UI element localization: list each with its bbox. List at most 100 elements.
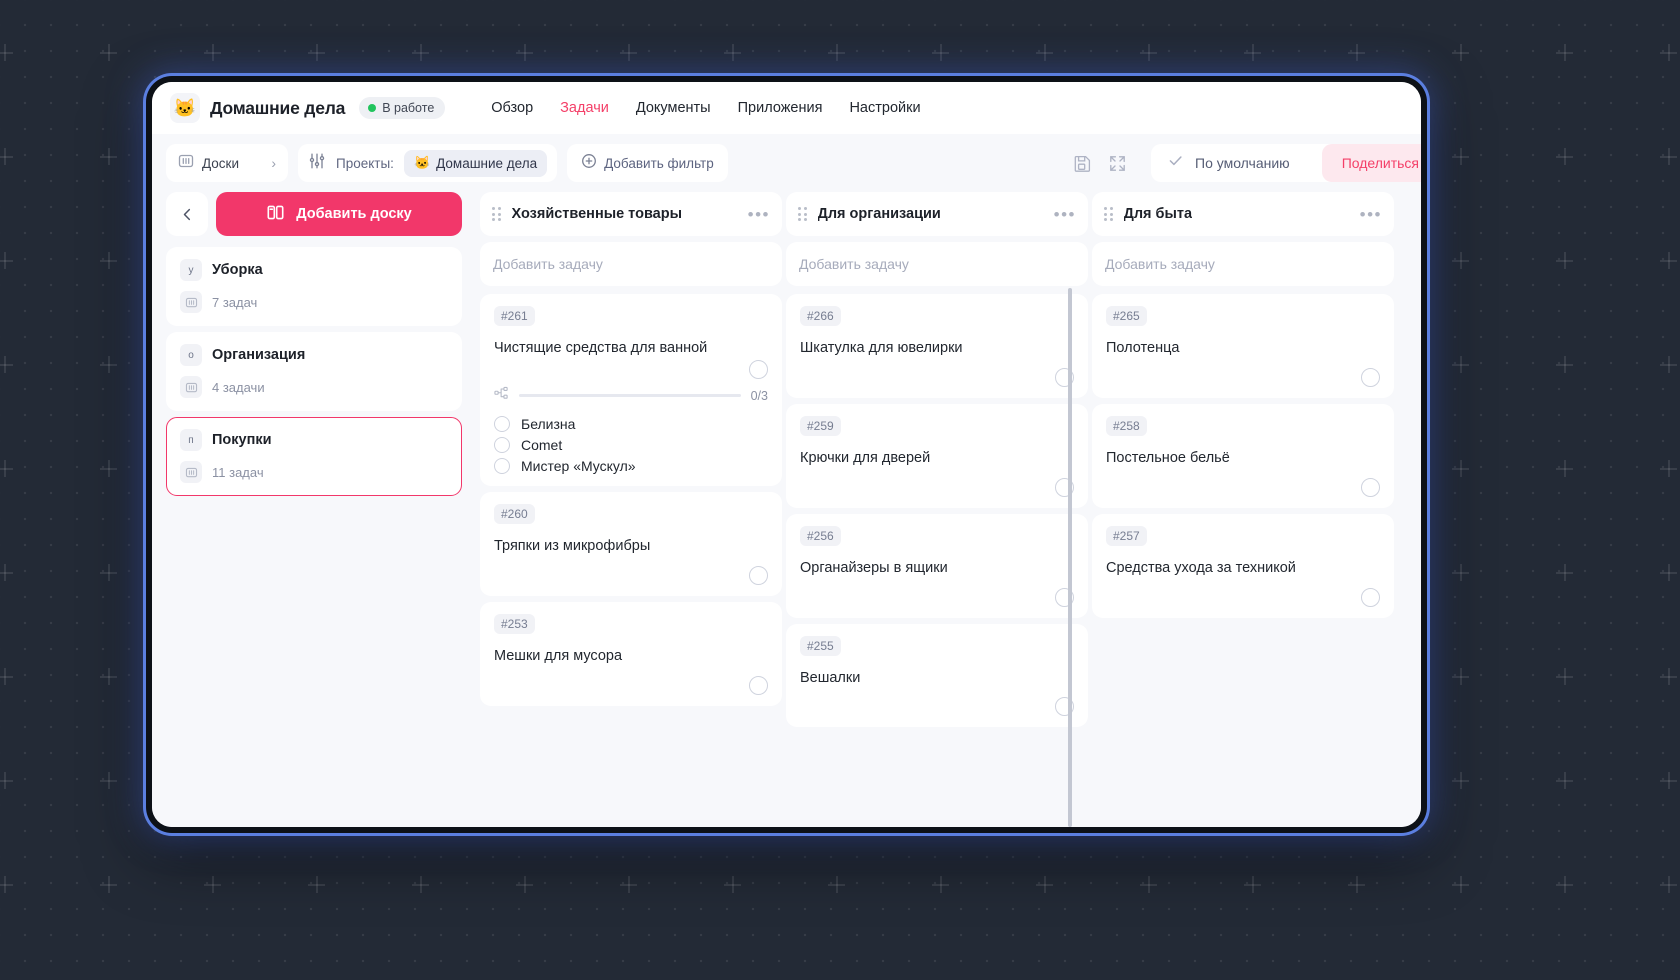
task-title: Мешки для мусора (494, 647, 623, 664)
task-title: Постельное бельё (1106, 449, 1230, 466)
task-complete-checkbox[interactable] (1361, 587, 1380, 607)
task-complete-checkbox[interactable] (1361, 367, 1380, 387)
task-card[interactable]: #260 Тряпки из микрофибры (480, 491, 782, 596)
subtask-item[interactable]: Comet (494, 436, 768, 453)
nav-item-3[interactable]: Документы (635, 100, 711, 116)
projects-filter[interactable]: Проекты: 🐱 Домашние дела (298, 144, 558, 182)
subtask-progress-count: 0/3 (750, 388, 768, 403)
board-item-meta: 11 задач (180, 461, 448, 483)
column-title: Для быта (1123, 206, 1193, 222)
task-card[interactable]: #265 Полотенца (1092, 294, 1394, 398)
kanban-vertical-scrollbar[interactable] (1068, 288, 1072, 827)
cat-logo-glyph: 🐱 (173, 98, 197, 118)
subtask-item[interactable]: Мистер «Мускул» (494, 457, 768, 474)
board-initial-badge: о (180, 344, 202, 366)
task-complete-checkbox[interactable] (1055, 697, 1074, 717)
board-task-count: 7 задач (212, 294, 258, 310)
task-card[interactable]: #255 Вешалки (786, 623, 1088, 728)
add-filter-button[interactable]: Добавить фильтр (567, 144, 728, 182)
drag-handle-icon[interactable] (798, 207, 807, 221)
subtask-checkbox[interactable] (494, 457, 510, 474)
task-id-badge: #258 (1106, 415, 1147, 436)
task-complete-checkbox[interactable] (749, 360, 768, 379)
nav-item-1[interactable]: Обзор (491, 100, 534, 116)
kanban-column: Для быта ••• Добавить задачу #265 Полотенца #… (1092, 192, 1398, 827)
add-board-button[interactable]: Добавить доску (216, 192, 462, 236)
board-item-header: о Организация (180, 344, 448, 366)
board-initial-badge: п (180, 429, 202, 451)
board-item-meta: 7 задач (180, 291, 448, 313)
task-complete-checkbox[interactable] (749, 565, 768, 585)
drag-handle-icon[interactable] (1104, 207, 1113, 221)
task-card[interactable]: #266 Шкатулка для ювелирки (786, 294, 1088, 398)
kanban-board: Хозяйственные товары ••• Добавить задачу #2… (462, 192, 1421, 827)
add-board-label: Добавить доску (296, 206, 412, 222)
boards-selector[interactable]: Доски › (166, 144, 288, 182)
board-columns-icon (266, 203, 285, 226)
app-window: 🐱 Домашние дела В работе Обзор Задачи Доку… (146, 76, 1427, 833)
task-id-badge: #255 (800, 635, 841, 656)
subtask-checkbox[interactable] (494, 415, 510, 432)
sidebar-board-item[interactable]: п Покупки 11 задач (166, 417, 462, 496)
main-nav: Обзор Задачи Документы Приложения Настройки (491, 100, 920, 116)
view-preset-label: По умолчанию (1195, 155, 1290, 171)
board-list: у Уборка 7 задач о Организация 4 задачи п Покуп… (166, 247, 462, 502)
sidebar-board-item[interactable]: у Уборка 7 задач (166, 247, 462, 326)
column-more-menu-icon[interactable]: ••• (747, 204, 770, 224)
app-window-inner: 🐱 Домашние дела В работе Обзор Задачи Доку… (152, 82, 1421, 827)
add-task-input[interactable]: Добавить задачу (786, 242, 1088, 286)
task-complete-checkbox[interactable] (1055, 587, 1074, 607)
sidebar-board-item[interactable]: о Организация 4 задачи (166, 332, 462, 411)
add-task-input[interactable]: Добавить задачу (480, 242, 782, 286)
project-filter-chip[interactable]: 🐱 Домашние дела (403, 149, 548, 177)
task-complete-checkbox[interactable] (749, 675, 768, 695)
board-initial-badge: у (180, 259, 202, 281)
subtask-progress-bar: 0/3 (494, 386, 768, 406)
task-card[interactable]: #256 Органайзеры в ящики (786, 513, 1088, 618)
subtask-progress-track (519, 394, 741, 398)
task-id-badge: #266 (800, 306, 841, 326)
card-spacer (1106, 358, 1380, 388)
collapse-sidebar-button[interactable] (166, 192, 208, 236)
subtask-checkbox[interactable] (494, 436, 510, 453)
expand-fullscreen-icon[interactable] (1108, 154, 1127, 173)
task-card[interactable]: #258 Постельное бельё (1092, 403, 1394, 508)
task-complete-checkbox[interactable] (1055, 477, 1074, 497)
task-complete-checkbox[interactable] (1055, 367, 1074, 387)
board-icon (180, 291, 202, 313)
nav-item-4[interactable]: Приложения (737, 100, 823, 116)
task-card[interactable]: #257 Средства ухода за техникой (1092, 513, 1394, 618)
save-disk-icon[interactable] (1073, 154, 1092, 173)
subtask-label: Белизна (521, 415, 576, 432)
status-dot-icon (368, 104, 377, 112)
card-spacer (800, 358, 1074, 388)
card-spacer (494, 666, 768, 696)
share-button[interactable]: Поделиться (1321, 144, 1421, 182)
column-more-menu-icon[interactable]: ••• (1359, 204, 1382, 224)
task-card[interactable]: #253 Мешки для мусора (480, 601, 782, 706)
board-icon (180, 461, 202, 483)
nav-item-2[interactable]: Задачи (560, 100, 609, 116)
drag-handle-icon[interactable] (492, 207, 501, 221)
check-icon (1167, 152, 1184, 174)
card-spacer (494, 556, 768, 586)
board-task-count: 4 задачи (212, 379, 265, 395)
status-badge: В работе (359, 97, 446, 119)
subtask-item[interactable]: Белизна (494, 415, 768, 432)
chevron-right-icon: › (271, 155, 276, 171)
task-title: Полотенца (1106, 340, 1180, 356)
column-card-list: #261 Чистящие средства для ванной 0/3 Белиз… (480, 294, 782, 827)
column-card-list: #265 Полотенца #258 Постельное бельё #257 Сре… (1092, 294, 1394, 827)
nav-item-5[interactable]: Настройки (849, 100, 921, 116)
card-spacer (800, 468, 1074, 498)
add-task-input[interactable]: Добавить задачу (1092, 242, 1394, 286)
subtask-label: Comet (521, 436, 563, 453)
board-task-count: 11 задач (212, 464, 264, 480)
kanban-column: Для организации ••• Добавить задачу #266 Шка… (786, 192, 1092, 827)
task-complete-checkbox[interactable] (1361, 477, 1380, 497)
column-more-menu-icon[interactable]: ••• (1053, 204, 1076, 224)
task-card[interactable]: #259 Крючки для дверей (786, 403, 1088, 508)
board-item-name: Покупки (212, 432, 272, 448)
column-card-list: #266 Шкатулка для ювелирки #259 Крючки для … (786, 294, 1088, 827)
task-card[interactable]: #261 Чистящие средства для ванной 0/3 Белиз… (480, 294, 782, 486)
